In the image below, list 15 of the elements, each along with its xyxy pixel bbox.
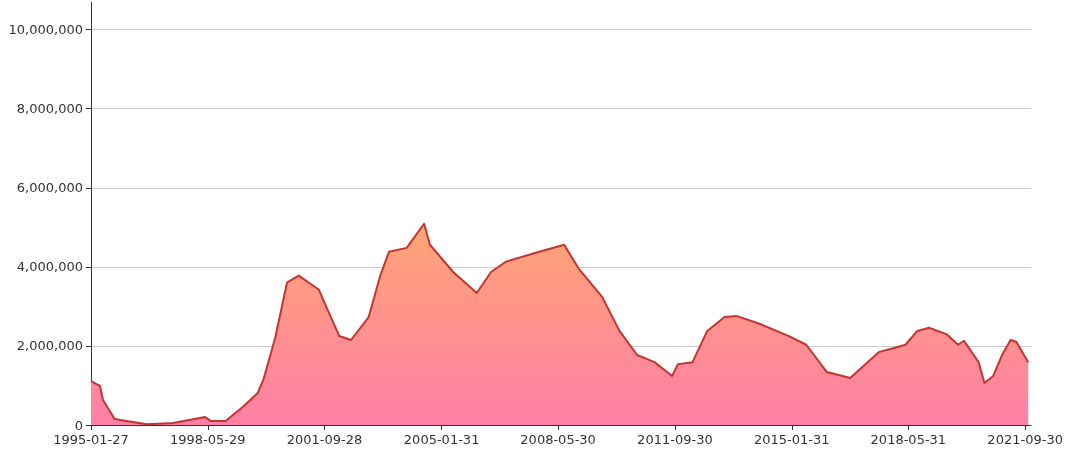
x-tick-label: 2008-05-30 — [520, 432, 596, 447]
y-tick-label: 4,000,000 — [16, 259, 83, 275]
x-tick-label: 1995-01-27 — [53, 432, 129, 447]
x-tick-label: 2021-09-30 — [987, 432, 1063, 447]
x-tick-label: 2005-01-31 — [403, 432, 480, 447]
x-tick-label: 2015-01-31 — [754, 432, 830, 447]
x-tick-label: 2001-09-28 — [286, 432, 363, 447]
x-tick-label: 2018-05-31 — [870, 432, 947, 447]
y-tick-label: 2,000,000 — [16, 338, 83, 354]
y-tick-label: 8,000,000 — [16, 101, 83, 117]
x-tick-label: 1998-05-29 — [170, 432, 246, 447]
y-tick-label: 0 — [74, 417, 83, 433]
x-tick-label: 2011-09-30 — [637, 432, 713, 447]
y-tick-label: 6,000,000 — [16, 180, 83, 196]
y-tick-label: 10,000,000 — [8, 22, 83, 38]
